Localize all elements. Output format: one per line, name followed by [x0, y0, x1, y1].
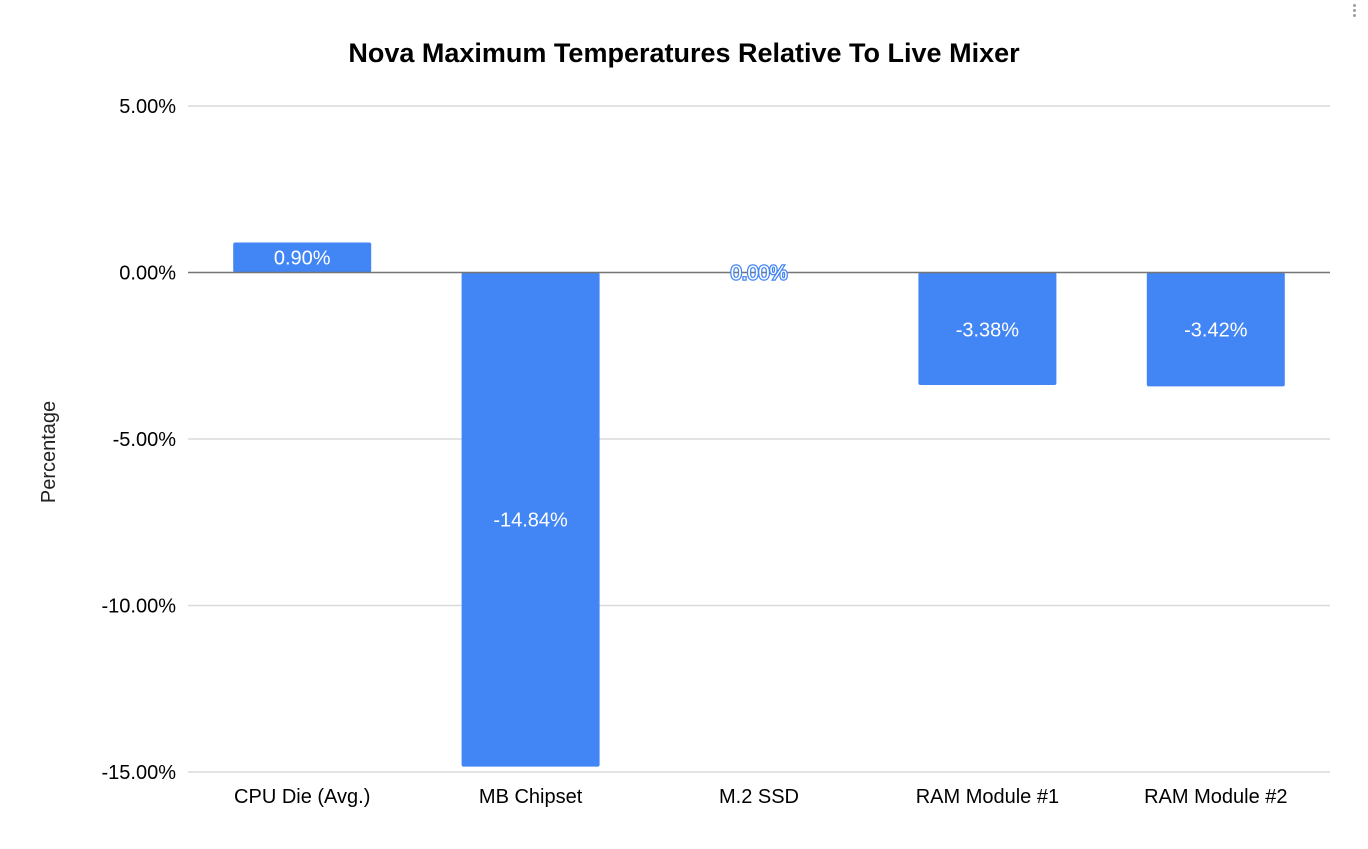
- y-tick-label: -10.00%: [102, 596, 177, 618]
- y-tick-label: -15.00%: [102, 762, 177, 784]
- x-tick-label: CPU Die (Avg.): [234, 786, 370, 808]
- more-vert-icon[interactable]: [1350, 4, 1358, 20]
- y-tick-label: 5.00%: [119, 96, 176, 118]
- data-label: -3.38%: [956, 320, 1020, 342]
- data-label: 0.90%: [274, 248, 331, 270]
- chart-title: Nova Maximum Temperatures Relative To Li…: [348, 38, 1020, 68]
- x-tick-label: M.2 SSD: [719, 786, 799, 808]
- bar: [918, 272, 1057, 386]
- y-tick-labels: 5.00% 0.00% -5.00% -10.00% -15.00%: [102, 96, 177, 784]
- x-tick-labels: CPU Die (Avg.) MB Chipset M.2 SSD RAM Modul…: [234, 786, 1287, 808]
- data-label: -3.42%: [1184, 320, 1248, 342]
- x-tick-label: RAM Module #1: [916, 786, 1059, 808]
- bars: [233, 242, 1285, 767]
- y-tick-label: 0.00%: [119, 263, 176, 285]
- data-labels: 0.90% -14.84% 0.00% -3.38% -3.42%: [274, 248, 1248, 532]
- y-axis-label: Percentage: [38, 401, 60, 503]
- data-label: 0.00%: [731, 263, 788, 285]
- data-label: -14.84%: [493, 510, 568, 532]
- y-tick-label: -5.00%: [113, 429, 177, 451]
- bar: [1146, 272, 1285, 387]
- gridlines: [188, 105, 1330, 773]
- bar: [461, 272, 600, 767]
- bar: [233, 242, 372, 273]
- x-tick-label: MB Chipset: [479, 786, 583, 808]
- x-tick-label: RAM Module #2: [1144, 786, 1287, 808]
